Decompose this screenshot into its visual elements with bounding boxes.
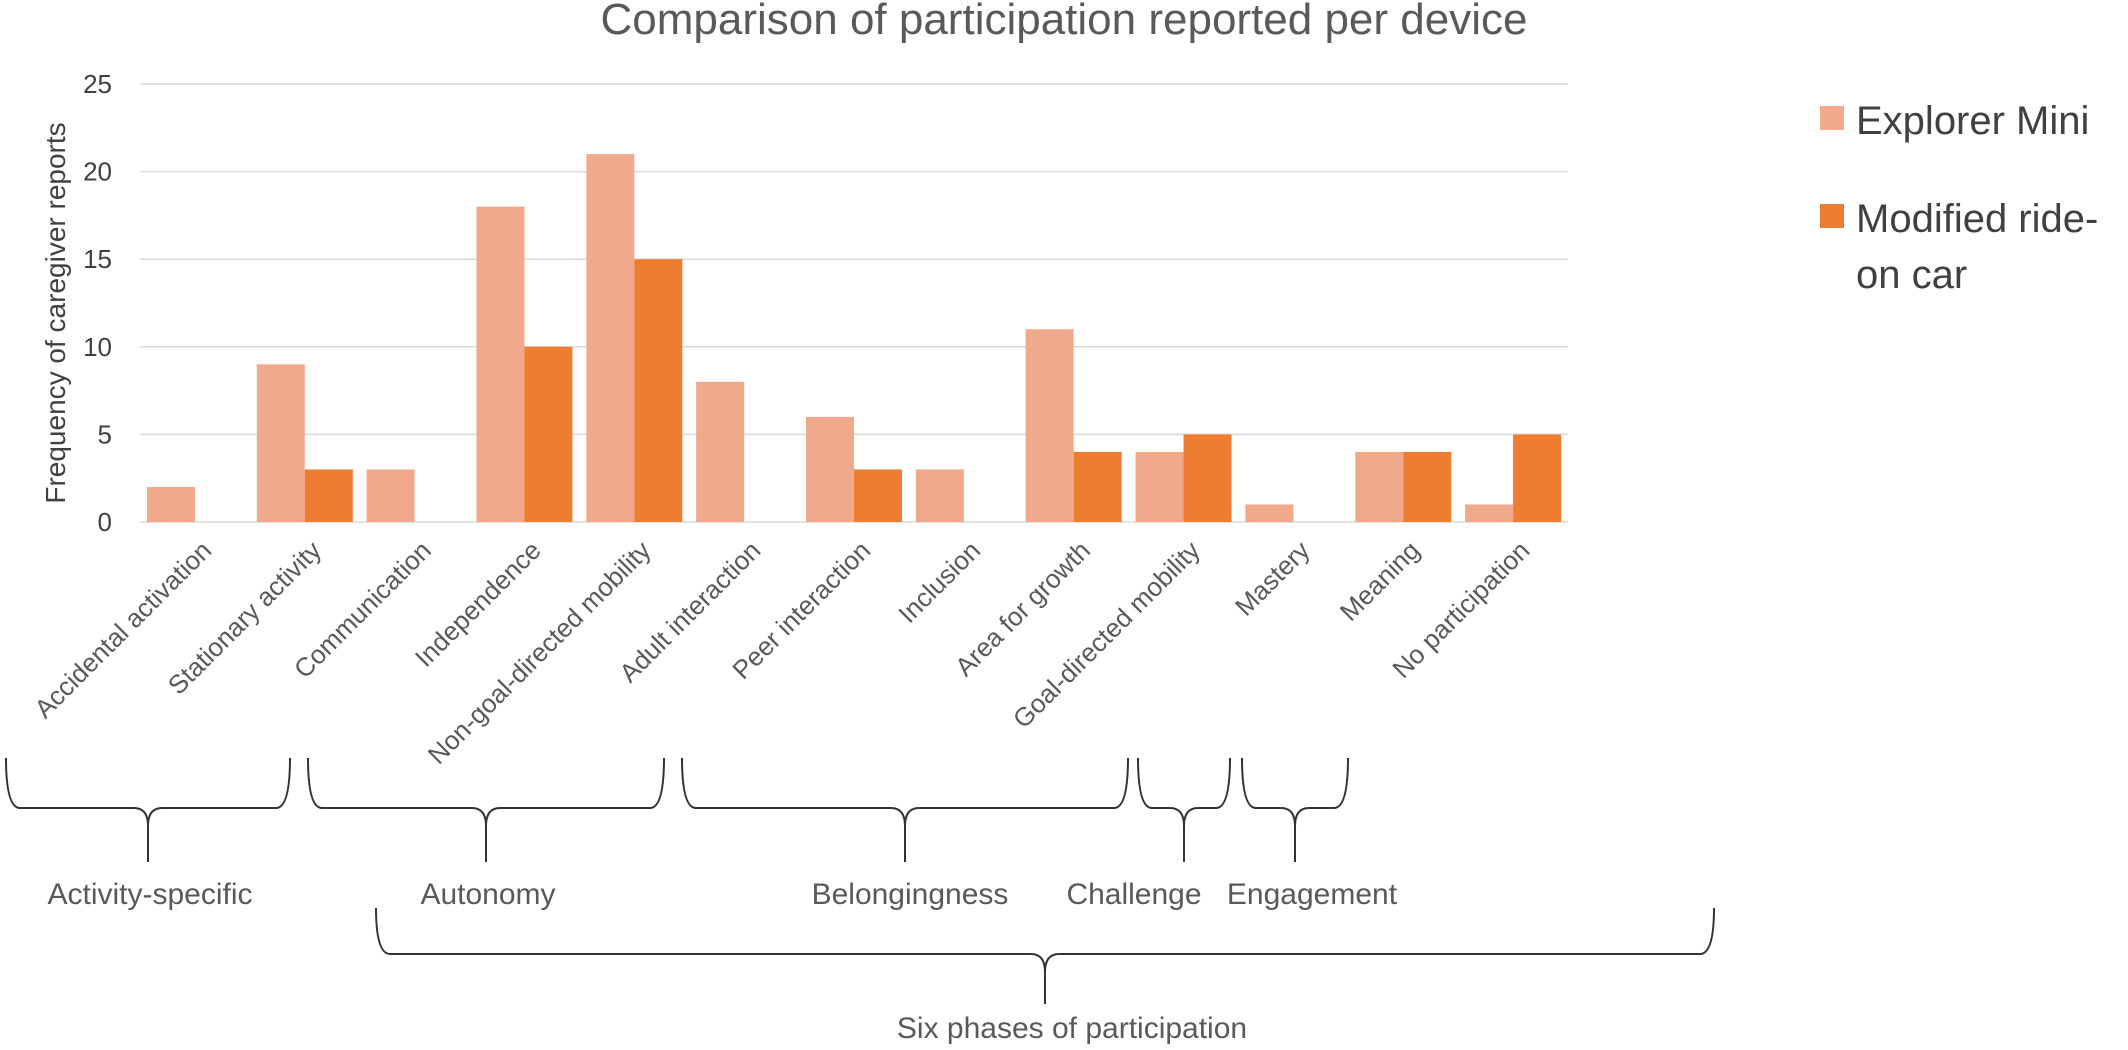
super-group-brace <box>375 907 1715 973</box>
category-label: Goal-directed mobility <box>1007 535 1206 734</box>
bar-explorer-mini <box>366 469 415 522</box>
y-axis-label: Frequency of caregiver reports <box>40 122 71 503</box>
bar-modified-ride-on-car <box>1513 434 1562 522</box>
bar-modified-ride-on-car <box>634 259 683 522</box>
bar-modified-ride-on-car <box>1183 434 1232 522</box>
y-tick-label: 0 <box>98 507 112 537</box>
y-tick-label: 15 <box>83 244 112 274</box>
group-label: Challenge <box>1066 878 1201 911</box>
bar-explorer-mini <box>586 154 635 522</box>
category-label: Accidental activation <box>28 535 217 724</box>
super-group-label: Six phases of participation <box>897 1012 1247 1045</box>
bar-explorer-mini <box>915 469 964 522</box>
y-tick-label: 20 <box>83 157 112 187</box>
category-label: Non-goal-directed mobility <box>422 535 657 770</box>
bar-modified-ride-on-car <box>1073 451 1122 522</box>
group-brace <box>1241 757 1349 827</box>
bar-modified-ride-on-car <box>854 469 902 522</box>
legend-label: Modified ride- <box>1856 197 2098 241</box>
group-label: Belongingness <box>812 878 1009 911</box>
chart-title: Comparison of participation reported per… <box>601 0 1528 44</box>
bar-explorer-mini <box>806 416 854 522</box>
bar-explorer-mini <box>1355 451 1404 522</box>
group-brace <box>5 757 291 827</box>
category-label: Mastery <box>1229 535 1316 622</box>
bars <box>146 154 1562 522</box>
bar-explorer-mini <box>146 486 195 522</box>
legend-swatch <box>1820 204 1844 228</box>
bar-explorer-mini <box>476 206 525 522</box>
y-tick-labels: 0 5 10 15 20 25 <box>83 69 112 537</box>
y-tick-label: 25 <box>83 69 112 99</box>
group-brace <box>307 757 665 827</box>
y-tick-label: 10 <box>83 332 112 362</box>
legend-label: Explorer Mini <box>1856 99 2089 143</box>
legend: Explorer Mini Modified ride-on car <box>1820 99 2098 297</box>
bar-modified-ride-on-car <box>304 469 353 522</box>
category-label: Meaning <box>1334 535 1426 627</box>
bar-explorer-mini <box>696 381 745 522</box>
category-label: Inclusion <box>892 535 986 629</box>
gridlines <box>140 83 1568 523</box>
bar-explorer-mini <box>1135 451 1184 522</box>
participation-groupings: Activity-specific Autonomy Belongingness Ch… <box>5 757 1715 1045</box>
bar-modified-ride-on-car <box>1403 451 1452 522</box>
group-brace <box>681 757 1129 827</box>
bar-modified-ride-on-car <box>524 346 573 522</box>
group-label: Autonomy <box>420 878 555 911</box>
y-tick-label: 5 <box>98 419 112 449</box>
bar-explorer-mini <box>1465 504 1514 522</box>
bar-explorer-mini <box>1025 329 1074 522</box>
legend-label: on car <box>1856 253 1967 297</box>
group-label: Activity-specific <box>47 878 252 911</box>
bar-explorer-mini <box>256 364 305 522</box>
group-brace <box>1137 757 1231 827</box>
bar-explorer-mini <box>1245 504 1294 522</box>
legend-swatch <box>1820 106 1844 130</box>
group-label: Engagement <box>1227 878 1398 911</box>
